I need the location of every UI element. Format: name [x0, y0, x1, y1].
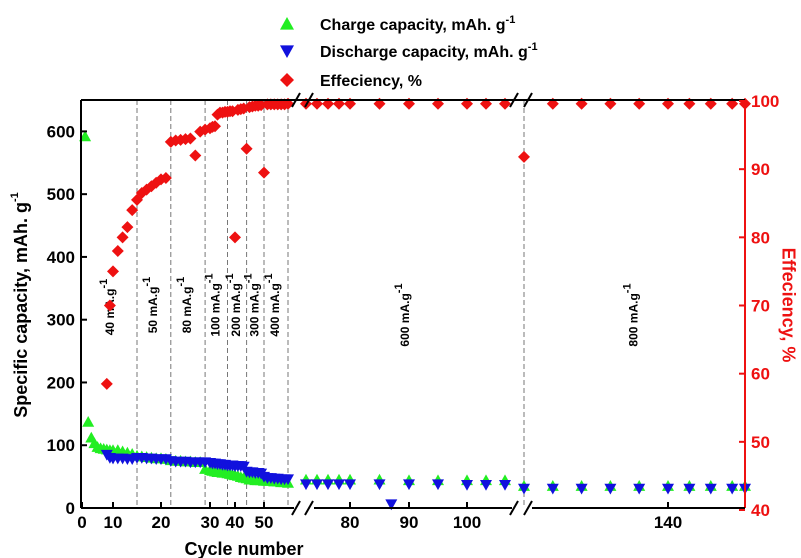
efficiency-point — [107, 265, 119, 278]
efficiency-point — [126, 204, 139, 217]
discharge-capacity-point — [311, 479, 323, 491]
discharge-capacity-point — [403, 479, 415, 491]
rate-zone-label: 300 mA.g-1 — [242, 273, 261, 336]
discharge-capacity-point — [499, 479, 511, 491]
rate-zone-label: 100 mA.g-1 — [203, 273, 222, 336]
efficiency-point — [100, 377, 113, 390]
discharge-capacity-point — [322, 479, 334, 491]
discharge-capacity-point — [518, 483, 530, 495]
x-tick-label: 20 — [152, 513, 171, 532]
axis-break-mark — [304, 500, 314, 516]
x-tick-label: 0 — [77, 513, 86, 532]
axis-break-mark — [509, 500, 519, 516]
rate-zone-label: 40 mA.g-1 — [98, 279, 117, 335]
axis-break-mark — [523, 92, 533, 108]
legend-label-charge: Charge capacity, mAh. g-1 — [320, 14, 515, 34]
rate-zone-label: 80 mA.g-1 — [175, 277, 194, 333]
discharge-capacity-point — [300, 479, 312, 491]
y-left-tick-label: 0 — [66, 499, 75, 518]
discharge-capacity-point — [344, 479, 356, 491]
efficiency-point — [159, 172, 172, 185]
rate-zone-label: 200 mA.g-1 — [224, 273, 243, 336]
discharge-capacity-point — [432, 479, 444, 491]
y-left-tick-label: 100 — [47, 436, 75, 455]
y-right-tick-label: 40 — [751, 501, 770, 520]
efficiency-point — [111, 244, 124, 257]
y-left-tick-label: 300 — [47, 311, 75, 330]
rate-zone-label: 800 mA.g-1 — [621, 283, 640, 346]
discharge-capacity-point — [633, 483, 646, 495]
charge-capacity-point — [79, 130, 92, 142]
rate-zone-label: 50 mA.g-1 — [141, 277, 160, 333]
axis-break-mark — [523, 500, 533, 516]
x-tick-label: 80 — [341, 513, 360, 532]
efficiency-point — [518, 150, 530, 163]
legend-marker-charge — [280, 17, 294, 30]
legend-label-efficiency: Effeciency, % — [320, 73, 422, 90]
discharge-capacity-point — [604, 483, 617, 495]
discharge-capacity-point — [662, 483, 674, 495]
efficiency-point — [199, 123, 212, 136]
discharge-capacity-point — [385, 499, 398, 511]
x-tick-label: 10 — [104, 513, 123, 532]
y-right-axis-title: Effeciency, % — [778, 248, 798, 363]
discharge-capacity-point — [333, 479, 345, 491]
legend-marker-discharge — [280, 45, 294, 58]
efficiency-point — [209, 120, 221, 133]
y-right-tick-label: 80 — [751, 228, 770, 247]
discharge-capacity-point — [726, 483, 739, 495]
x-axis-title: Cycle number — [184, 539, 303, 558]
y-left-tick-label: 500 — [47, 185, 75, 204]
y-right-tick-label: 60 — [751, 365, 770, 384]
axis-break-mark — [509, 92, 519, 108]
y-right-tick-label: 70 — [751, 297, 770, 316]
y-left-axis-title: Specific capacity, mAh. g-1 — [9, 192, 31, 418]
y-left-tick-label: 400 — [47, 248, 75, 267]
charge-capacity-point — [82, 416, 95, 427]
discharge-capacity-point — [480, 479, 492, 491]
y-right-tick-label: 90 — [751, 160, 770, 179]
discharge-capacity-point — [683, 483, 696, 495]
efficiency-point — [103, 299, 116, 312]
x-tick-label: 100 — [453, 513, 481, 532]
rate-zone-label: 400 mA.g-1 — [263, 273, 282, 336]
discharge-capacity-point — [704, 483, 717, 495]
legend-label-discharge: Discharge capacity, mAh. g-1 — [320, 41, 538, 61]
axis-break-mark — [304, 92, 314, 108]
x-tick-label: 140 — [654, 513, 682, 532]
x-tick-label: 40 — [226, 513, 245, 532]
x-tick-label: 90 — [400, 513, 419, 532]
x-tick-label: 50 — [255, 513, 274, 532]
y-left-tick-label: 600 — [47, 122, 75, 141]
efficiency-point — [240, 142, 253, 155]
efficiency-point — [189, 149, 202, 162]
y-right-tick-label: 100 — [751, 92, 779, 111]
discharge-capacity-point — [461, 479, 473, 491]
discharge-capacity-point — [546, 483, 559, 495]
y-left-tick-label: 200 — [47, 373, 75, 392]
efficiency-point — [121, 221, 134, 234]
axis-break-mark — [291, 92, 301, 108]
efficiency-point — [258, 166, 270, 179]
efficiency-point — [116, 231, 129, 244]
discharge-capacity-point — [575, 483, 588, 495]
axis-break-mark — [291, 500, 301, 516]
discharge-capacity-point — [373, 479, 386, 491]
legend-marker-efficiency — [280, 73, 294, 87]
y-right-tick-label: 50 — [751, 433, 770, 452]
efficiency-point — [184, 132, 197, 145]
discharge-capacity-point — [282, 474, 294, 486]
x-tick-label: 30 — [201, 513, 220, 532]
rate-zone-label: 600 mA.g-1 — [393, 283, 412, 346]
efficiency-point — [229, 231, 241, 244]
